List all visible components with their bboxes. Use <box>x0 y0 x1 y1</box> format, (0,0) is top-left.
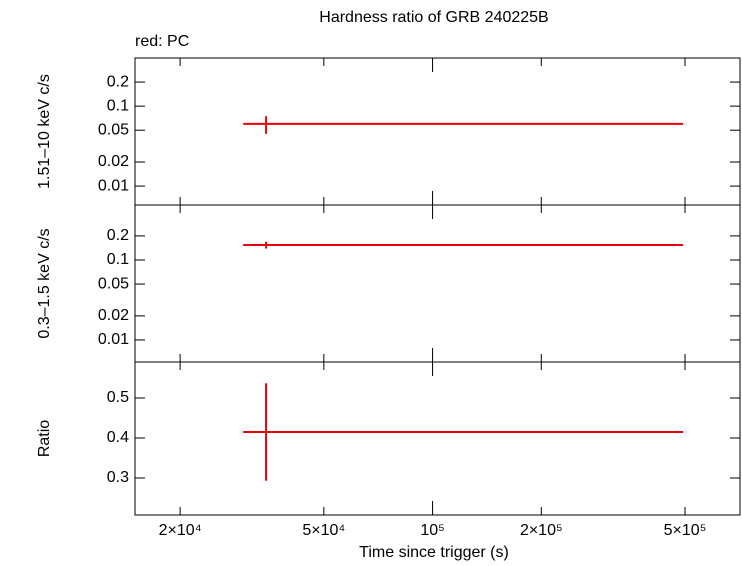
y-tick-label: 0.4 <box>107 429 129 446</box>
y-tick-label: 0.3 <box>107 469 129 486</box>
y-tick-label: 0.05 <box>98 121 129 138</box>
x-tick-label: 2×10⁴ <box>159 522 202 539</box>
y-axis-label: 0.3–1.5 keV c/s <box>36 228 53 338</box>
x-tick-label: 5×10⁴ <box>302 522 345 539</box>
plot-frame <box>134 204 741 363</box>
plot-frame <box>134 361 741 516</box>
plot-frame <box>134 57 741 206</box>
x-tick-label: 5×10⁵ <box>664 522 707 539</box>
y-tick-label: 0.05 <box>98 275 129 292</box>
x-axis-label: Time since trigger (s) <box>359 544 509 561</box>
y-tick-label: 0.1 <box>107 251 129 268</box>
x-tick-label: 2×10⁵ <box>520 522 563 539</box>
y-tick-label: 0.01 <box>98 331 129 348</box>
y-tick-label: 0.2 <box>107 227 129 244</box>
x-tick-label: 10⁵ <box>420 522 444 539</box>
y-tick-label: 0.5 <box>107 389 129 406</box>
y-axis-label: 1.51–10 keV c/s <box>36 74 53 189</box>
y-tick-label: 0.02 <box>98 153 129 170</box>
y-tick-label: 0.02 <box>98 307 129 324</box>
y-tick-label: 0.2 <box>107 73 129 90</box>
y-axis-label: Ratio <box>36 420 53 457</box>
y-tick-label: 0.1 <box>107 97 129 114</box>
legend-note: red: PC <box>135 33 189 50</box>
chart-title: Hardness ratio of GRB 240225B <box>319 9 548 26</box>
y-tick-label: 0.01 <box>98 177 129 194</box>
